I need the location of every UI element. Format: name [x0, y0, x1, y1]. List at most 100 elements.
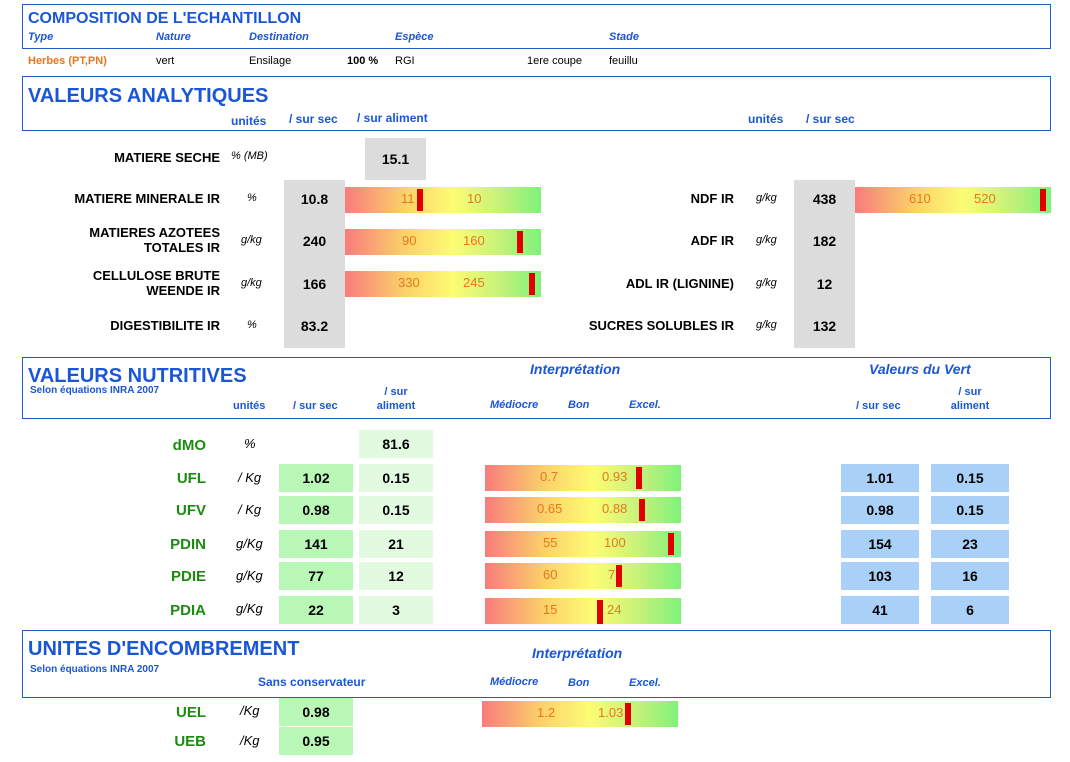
col-unites-right: unités — [748, 112, 784, 126]
ufv-threshold-2: 0.88 — [602, 501, 628, 516]
pdia-threshold-1: 15 — [543, 602, 558, 617]
dig-label: DIGESTIBILITE IR — [110, 318, 220, 333]
composition-title: COMPOSITION DE L'ECHANTILLON — [28, 10, 302, 27]
sursec-column-right — [794, 180, 855, 348]
uel-unit: /Kg — [240, 703, 260, 718]
analytiques-frame — [22, 76, 1051, 131]
pdia-label: PDIA — [170, 602, 206, 619]
nut-col-aliment: aliment — [376, 400, 416, 412]
ufl-unit: / Kg — [238, 470, 262, 485]
sucres-value: 132 — [812, 318, 837, 334]
dig-value: 83.2 — [300, 318, 329, 334]
col-suraliment: / sur aliment — [357, 111, 428, 125]
mm-label: MATIERE MINERALE IR — [74, 191, 220, 206]
ms-label: MATIERE SECHE — [114, 150, 220, 165]
ufv-gauge — [485, 497, 681, 523]
mm-unit: % — [247, 192, 257, 204]
pdie-gauge — [485, 563, 681, 589]
ufv-marker — [639, 499, 645, 521]
pdia-aliment: 3 — [359, 596, 433, 624]
mm-threshold-1: 11 — [401, 191, 415, 206]
cb-marker — [529, 273, 535, 295]
nutritives-subtitle: Selon équations INRA 2007 — [30, 385, 160, 396]
ms-unit: % (MB) — [231, 150, 268, 162]
ufv-vert-aliment: 0.15 — [931, 496, 1009, 524]
nut-col-sur: / sur — [384, 386, 408, 398]
header-type: Type — [28, 31, 54, 43]
pdia-sec: 22 — [279, 596, 353, 624]
ufl-gauge — [485, 465, 681, 491]
ufl-vert-sec: 1.01 — [841, 464, 919, 492]
pdin-sec: 141 — [279, 530, 353, 558]
ufv-label: UFV — [176, 502, 206, 519]
ufl-marker — [636, 467, 642, 489]
cb-label-line2: WEENDE IR — [146, 283, 220, 298]
mm-marker — [417, 189, 423, 211]
enc-bon: Bon — [568, 677, 590, 689]
ndf-unit: g/kg — [756, 192, 777, 204]
mat-label: MATIERES AZOTEES TOTALES IR — [40, 225, 220, 255]
adl-label: ADL IR (LIGNINE) — [625, 276, 734, 291]
dmo-aliment: 81.6 — [359, 430, 433, 458]
ndf-value: 438 — [812, 191, 837, 207]
pdin-label: PDIN — [170, 536, 206, 553]
ms-value: 15.1 — [381, 151, 410, 167]
ufl-threshold-2: 0.93 — [602, 469, 628, 484]
dmo-label: dMO — [172, 437, 206, 454]
pdie-marker — [616, 565, 622, 587]
mat-label-line2: TOTALES IR — [143, 240, 220, 255]
vert-sur: / sur — [958, 386, 982, 398]
ndf-threshold-1: 610 — [909, 191, 931, 206]
sample-espece: RGI — [395, 55, 415, 67]
pdin-vert-aliment: 23 — [931, 530, 1009, 558]
pdie-vert-sec: 103 — [841, 562, 919, 590]
nut-col-unites: unités — [233, 400, 266, 412]
mat-value: 240 — [302, 233, 327, 249]
uel-gauge — [482, 701, 678, 727]
col-sursec-right: / sur sec — [806, 112, 855, 126]
mat-gauge — [345, 229, 541, 255]
ufl-label: UFL — [176, 470, 206, 487]
adl-unit: g/kg — [756, 277, 777, 289]
sample-destination: Ensilage — [249, 55, 292, 67]
adf-label: ADF IR — [690, 233, 734, 248]
vert-title: Valeurs du Vert — [869, 361, 971, 377]
encombrement-subtitle: Selon équations INRA 2007 — [30, 664, 160, 675]
dmo-unit: % — [244, 436, 256, 451]
pdin-aliment: 21 — [359, 530, 433, 558]
pdia-gauge — [485, 598, 681, 624]
cb-threshold-2: 245 — [463, 275, 485, 290]
pdie-threshold-1: 60 — [543, 567, 558, 582]
ufl-threshold-1: 0.7 — [540, 469, 559, 484]
nut-excel: Excel. — [629, 399, 661, 411]
enc-interp: Interprétation — [532, 645, 623, 661]
ms-value-box — [365, 138, 426, 180]
ufv-sec: 0.98 — [279, 496, 353, 524]
uel-threshold-1: 1.2 — [537, 705, 556, 720]
adl-value: 12 — [816, 276, 833, 292]
sursec-column — [284, 180, 345, 348]
nut-col-sursec: / sur sec — [293, 400, 338, 412]
sample-nature: vert — [156, 55, 175, 67]
nutritives-title: VALEURS NUTRITIVES — [28, 365, 247, 387]
cb-label: CELLULOSE BRUTE WEENDE IR — [40, 268, 220, 298]
pdin-threshold-2: 100 — [604, 535, 626, 550]
ufl-aliment: 0.15 — [359, 464, 433, 492]
uel-value: 0.98 — [279, 698, 353, 726]
ndf-label: NDF IR — [690, 191, 734, 206]
nut-mediocre: Médiocre — [490, 399, 539, 411]
ufl-vert-aliment: 0.15 — [931, 464, 1009, 492]
pdie-sec: 77 — [279, 562, 353, 590]
vert-aliment: aliment — [950, 400, 990, 412]
mat-label-line1: MATIERES AZOTEES — [89, 225, 220, 240]
uel-marker — [625, 703, 631, 725]
mat-threshold-2: 160 — [463, 233, 485, 248]
ueb-label: UEB — [174, 733, 206, 750]
ueb-value: 0.95 — [279, 727, 353, 755]
ufv-aliment: 0.15 — [359, 496, 433, 524]
pdie-aliment: 12 — [359, 562, 433, 590]
cb-gauge — [345, 271, 541, 297]
uel-label: UEL — [176, 704, 206, 721]
col-unites: unités — [231, 114, 267, 128]
ufl-sec: 1.02 — [279, 464, 353, 492]
